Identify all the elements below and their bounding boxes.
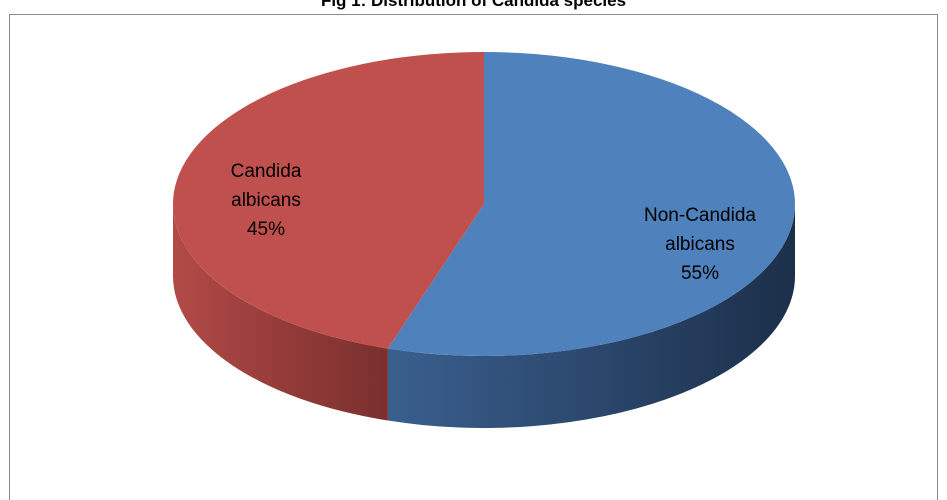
pie-label-1: Candida albicans 45% xyxy=(231,161,302,240)
pie-side-1 xyxy=(173,204,388,421)
chart-title: Fig 1: Distribution of Candida species xyxy=(320,0,627,10)
pie-label-0: Non-Candida albicans 55% xyxy=(644,205,756,284)
pie-side-0 xyxy=(387,204,795,428)
pie-slice-0 xyxy=(387,51,796,356)
pie-slice-1 xyxy=(173,52,484,349)
